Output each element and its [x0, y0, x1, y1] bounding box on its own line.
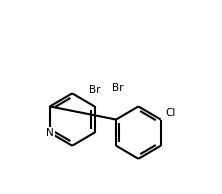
Text: Br: Br	[112, 83, 124, 93]
Text: Br: Br	[89, 85, 100, 95]
Text: N: N	[46, 128, 54, 138]
Text: Cl: Cl	[165, 108, 176, 118]
